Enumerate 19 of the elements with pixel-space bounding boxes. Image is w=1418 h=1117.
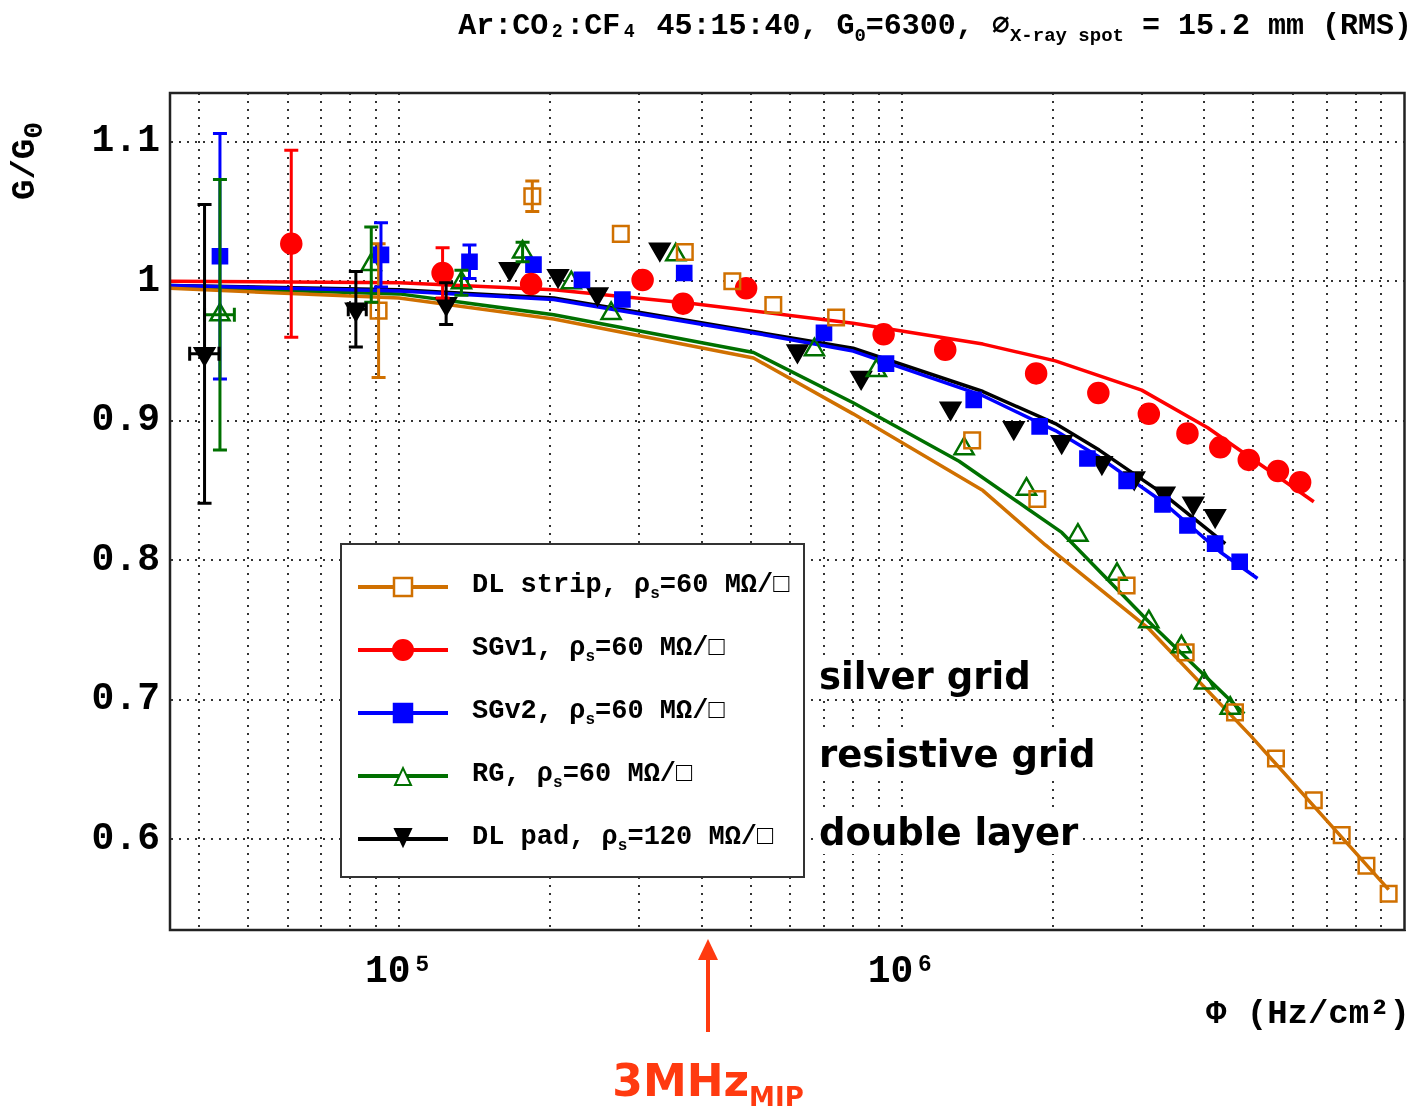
legend-label: SGv1, ρ$_{s}$=60 MΩ/□: [472, 632, 725, 667]
text: 3MHz$_{MIP}$: [612, 1055, 804, 1112]
legend-label: RG, ρ$_{s}$=60 MΩ/□: [472, 758, 693, 793]
y-tick-label: 1.1: [91, 119, 160, 163]
y-tick-label: 0.7: [91, 677, 160, 721]
y-tick-label: 0.6: [91, 816, 160, 860]
chart-title: Ar:CO₂:CF₄ 45:15:40, G$_{0}$=6300, ∅$_{X-ray spot}$ = 15.2 mm (RMS): [458, 8, 1412, 47]
legend-label: DL strip, ρ$_{s}$=60 MΩ/□: [472, 569, 790, 604]
x-axis-title: Φ (Hz/cm²): [1205, 995, 1410, 1033]
annotation: double layer: [815, 811, 1083, 854]
y-tick-label: 0.8: [91, 537, 160, 581]
y-tick-label: 1: [137, 258, 160, 302]
y-tick-label: 0.9: [91, 398, 160, 442]
annotation: silver grid: [815, 655, 1035, 698]
annotation: resistive grid: [815, 733, 1100, 776]
x-tick-label: 10⁶: [867, 950, 937, 994]
legend-label: DL pad, ρ$_{s}$=120 MΩ/□: [472, 821, 774, 856]
x-tick-label: 10⁵: [364, 950, 434, 994]
legend-label: SGv2, ρ$_{s}$=60 MΩ/□: [472, 695, 725, 730]
